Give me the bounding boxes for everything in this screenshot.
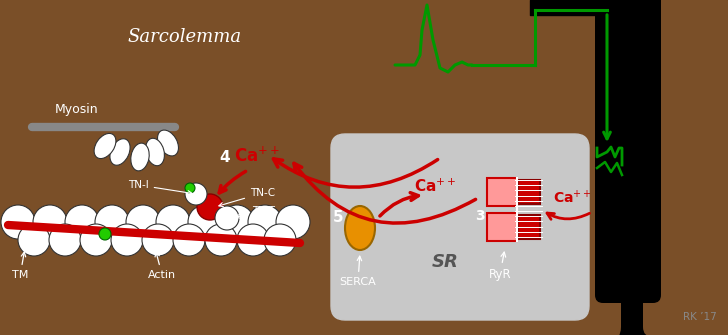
Text: Sarcolemma: Sarcolemma xyxy=(128,28,242,46)
FancyBboxPatch shape xyxy=(0,0,621,335)
Text: RK ’17: RK ’17 xyxy=(683,312,717,322)
Ellipse shape xyxy=(146,138,165,166)
Circle shape xyxy=(33,205,67,239)
Circle shape xyxy=(156,205,190,239)
Circle shape xyxy=(95,205,129,239)
Text: Actin: Actin xyxy=(148,252,176,280)
Bar xyxy=(487,178,517,206)
Circle shape xyxy=(248,205,282,239)
Circle shape xyxy=(142,224,174,256)
Ellipse shape xyxy=(157,130,178,156)
Circle shape xyxy=(99,228,111,240)
FancyArrowPatch shape xyxy=(219,172,245,193)
Circle shape xyxy=(49,224,81,256)
FancyArrowPatch shape xyxy=(294,163,475,223)
Circle shape xyxy=(126,205,160,239)
Circle shape xyxy=(80,224,112,256)
Bar xyxy=(518,180,540,204)
Circle shape xyxy=(111,224,143,256)
Circle shape xyxy=(185,183,195,193)
Circle shape xyxy=(188,205,222,239)
FancyBboxPatch shape xyxy=(643,0,728,335)
Text: Ca$^{++}$: Ca$^{++}$ xyxy=(234,147,280,166)
FancyArrowPatch shape xyxy=(380,193,419,216)
Circle shape xyxy=(264,224,296,256)
Circle shape xyxy=(65,205,99,239)
Bar xyxy=(518,215,540,239)
Text: 4: 4 xyxy=(220,150,230,165)
Circle shape xyxy=(220,205,254,239)
Circle shape xyxy=(1,205,35,239)
Text: TN-T: TN-T xyxy=(236,206,275,218)
FancyArrowPatch shape xyxy=(274,159,438,187)
Circle shape xyxy=(197,194,223,220)
Text: Ca$^{++}$: Ca$^{++}$ xyxy=(553,189,591,206)
Bar xyxy=(487,213,517,241)
Ellipse shape xyxy=(110,139,130,165)
Circle shape xyxy=(173,224,205,256)
Circle shape xyxy=(215,206,239,230)
Text: 3: 3 xyxy=(475,209,485,223)
Text: SERCA: SERCA xyxy=(340,256,376,287)
FancyArrowPatch shape xyxy=(604,15,610,139)
Circle shape xyxy=(185,183,207,205)
Ellipse shape xyxy=(131,143,149,171)
Circle shape xyxy=(18,224,50,256)
Text: TN-C: TN-C xyxy=(219,188,275,207)
Ellipse shape xyxy=(345,206,375,250)
FancyBboxPatch shape xyxy=(595,0,661,303)
Text: SR: SR xyxy=(432,253,459,271)
FancyArrowPatch shape xyxy=(547,213,590,219)
Circle shape xyxy=(237,224,269,256)
FancyBboxPatch shape xyxy=(331,134,589,320)
Circle shape xyxy=(205,224,237,256)
Text: Ca$^{++}$: Ca$^{++}$ xyxy=(414,178,456,195)
Ellipse shape xyxy=(94,133,116,158)
Text: 5: 5 xyxy=(333,210,344,225)
Text: TN-I: TN-I xyxy=(128,180,192,195)
Circle shape xyxy=(276,205,310,239)
Text: TM: TM xyxy=(12,252,28,280)
Text: Myosin: Myosin xyxy=(55,103,98,116)
Text: RyR: RyR xyxy=(488,252,511,281)
